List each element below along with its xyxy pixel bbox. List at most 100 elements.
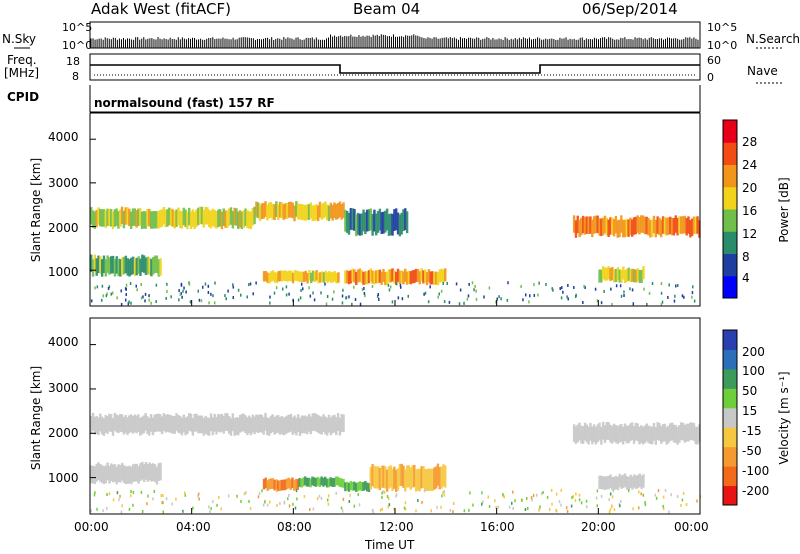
velocity-cell	[342, 478, 345, 488]
power-cell	[351, 268, 354, 282]
velocity-cell	[369, 467, 372, 490]
velocity-cell	[106, 416, 109, 434]
power-cell	[328, 270, 331, 282]
velocity-speckle	[670, 493, 672, 497]
power-cell	[153, 210, 156, 229]
velocity-cell	[268, 478, 271, 490]
power-cell	[331, 204, 334, 221]
power-tick-12: 12	[742, 227, 758, 241]
power-speckle	[210, 292, 212, 296]
power-cell	[395, 208, 398, 231]
velocity-speckle	[403, 506, 406, 510]
power-cell	[155, 211, 158, 229]
velocity-cell	[623, 473, 627, 487]
velocity-cell	[583, 422, 587, 441]
velocity-cell	[324, 416, 327, 435]
velocity-cell	[157, 413, 160, 432]
power-cell	[291, 202, 294, 219]
power-speckle	[96, 285, 99, 289]
power-speckle	[232, 296, 235, 300]
velocity-speckle	[415, 509, 417, 513]
power-speckle	[225, 297, 228, 301]
power-speckle	[407, 294, 410, 298]
power-cell	[290, 270, 293, 282]
velocity-cell	[365, 482, 369, 492]
velocity-cell	[625, 476, 629, 490]
power-cell	[152, 257, 155, 275]
velocity-cell	[601, 476, 605, 490]
power-cell	[140, 211, 144, 230]
power-tick-20: 20	[742, 181, 758, 195]
power-speckle	[101, 284, 104, 288]
velocity-cell	[592, 424, 596, 443]
power-speckle	[500, 297, 502, 301]
velocity-cell	[329, 477, 332, 487]
velocity-speckle	[510, 501, 513, 505]
velocity-cell	[384, 466, 387, 489]
velocity-cell	[289, 413, 293, 432]
velocity-cell	[287, 414, 291, 433]
power-speckle	[619, 284, 622, 288]
velocity-cell	[99, 464, 102, 482]
velocity-cell	[153, 414, 156, 433]
velocity-speckle	[502, 493, 504, 497]
velocity-cell	[106, 462, 109, 481]
velocity-speckle	[320, 496, 323, 500]
power-speckle	[533, 283, 535, 287]
power-cell	[581, 215, 585, 234]
velocity-speckle	[357, 493, 360, 497]
power-speckle	[529, 294, 531, 298]
power-cell	[365, 271, 369, 285]
velocity-cell	[153, 464, 157, 483]
velocity-speckle	[383, 490, 386, 494]
power-cell	[177, 207, 180, 226]
power-speckle	[397, 296, 400, 300]
power-cell	[304, 270, 308, 282]
power-speckle	[105, 294, 108, 298]
power-cell	[631, 268, 634, 282]
velocity-speckle	[248, 499, 250, 503]
power-speckle	[603, 289, 605, 293]
power-cell	[275, 272, 278, 284]
velocity-speckle	[395, 494, 397, 498]
power-cell	[262, 202, 265, 219]
power-colorbar-segment	[723, 253, 737, 277]
power-speckle	[110, 292, 113, 296]
power-cell	[195, 209, 198, 227]
velocity-speckle	[469, 491, 471, 495]
velocity-cell	[155, 466, 159, 485]
power-cell	[629, 217, 632, 236]
power-cell	[355, 271, 358, 286]
power-cell	[605, 267, 609, 281]
power-speckle	[165, 296, 167, 300]
power-cell	[411, 270, 414, 284]
power-speckle	[673, 299, 676, 303]
power-speckle	[320, 291, 322, 295]
velocity-cell	[612, 476, 616, 491]
power-cell	[692, 216, 696, 234]
velocity-cell	[284, 479, 287, 491]
velocity-cell	[621, 426, 625, 445]
power-speckle	[148, 298, 150, 302]
velocity-speckle	[161, 501, 163, 505]
power-speckle	[285, 285, 288, 289]
velocity-speckle	[514, 499, 516, 503]
velocity-cell	[180, 417, 184, 436]
power-cell	[438, 269, 441, 283]
power-cell	[262, 271, 266, 282]
power-cell	[632, 217, 636, 235]
power-cell	[425, 272, 429, 286]
vel-tick-neg100: -100	[742, 464, 770, 478]
power-speckle	[475, 297, 478, 301]
velocity-cell	[652, 423, 656, 441]
velocity-cell	[618, 473, 621, 488]
velocity-speckle	[436, 505, 438, 509]
power-cell	[612, 218, 616, 237]
power-cell	[300, 271, 304, 283]
power-cell	[280, 270, 284, 282]
power-speckle	[443, 300, 446, 304]
velocity-cell	[99, 413, 102, 432]
velocity-speckle	[657, 489, 660, 493]
power-cell	[360, 270, 363, 284]
velocity-cell	[97, 462, 100, 480]
